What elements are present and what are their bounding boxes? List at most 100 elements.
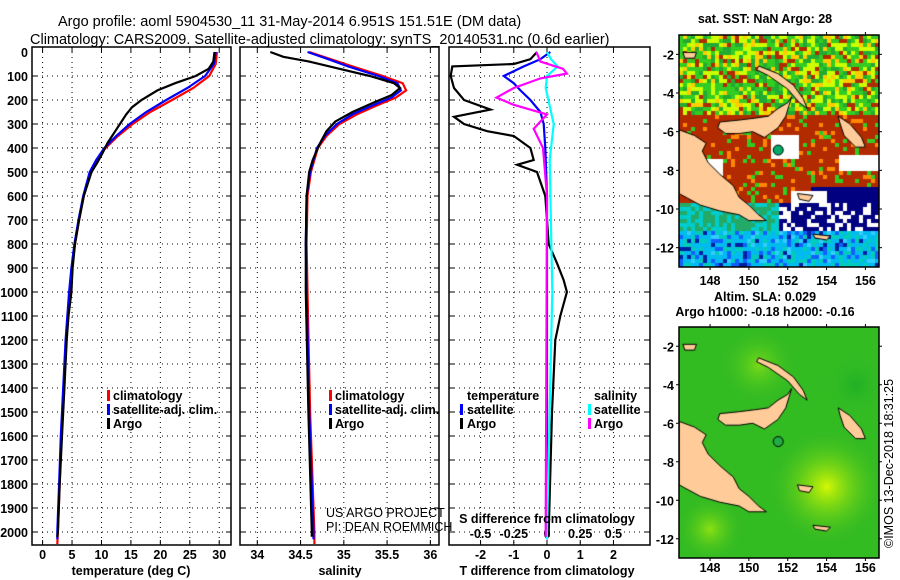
legend-s-argo: Argo [594,417,624,431]
credit-pi: PI: DEAN ROEMMICH [326,520,452,534]
legend-s-satellite: satellite [594,403,641,417]
depth-tick-label: 400 [7,142,28,156]
x-tick-label: -2 [475,548,486,562]
x-tick-label: 34 [250,548,264,562]
plot-frame [239,46,440,546]
depth-tick-label: 0 [21,46,28,60]
legend-swatch-t-satellite [460,404,463,415]
s-tick-label: 0.25 [568,527,592,541]
salinity-panel: 34 34.5 35 35.5 36 [239,46,440,562]
legend-swatch-argo [107,418,110,429]
temperature-legend: climatology satellite-adj. clim. Argo [107,389,217,431]
depth-tick-label: 1200 [0,334,28,348]
series-temperature-argo [449,51,569,537]
series-argo [269,50,402,537]
temperature-panel: 0 5 10 15 20 25 30 [31,46,232,562]
credit-project: US ARGO PROJECT [326,506,445,520]
depth-tick-label: 800 [7,238,28,252]
depth-tick-label: 1400 [0,382,28,396]
legend-t-argo: Argo [467,417,497,431]
x-tick-label: 34.5 [288,548,312,562]
legend-climatology: climatology [113,389,183,403]
legend-satellite-adj: satellite-adj. clim. [113,403,217,417]
depth-tick-label: 300 [7,118,28,132]
depth-axis: 0 100 200 300 400 500 600 700 800 900 1000 1100 1200… [0,46,28,540]
lat-tick-label: -10 [656,203,674,217]
lat-tick-label: -4 [663,87,674,101]
series-salinity-satellite [544,51,560,540]
x-tick-label: 20 [153,548,167,562]
s-difference-xlabel: S difference from climatology [459,512,635,526]
sla-map-subtitle: Argo h1000: -0.18 h2000: -0.16 [675,305,854,319]
difference-legend-salinity: salinity satellite Argo [588,389,641,431]
series-satellite-adj-clim- [304,50,403,540]
depth-tick-label: 1300 [0,358,28,372]
s-tick-label: -0.5 [470,527,492,541]
difference-legend-temperature: temperature satellite Argo [460,389,539,431]
legend-swatch-argo [329,418,332,429]
x-tick-label: 35.5 [375,548,399,562]
lat-tick-label: -6 [663,417,674,431]
x-tick-label: 0 [39,548,46,562]
plot-frame [31,46,232,546]
lon-tick-label: 148 [700,561,721,575]
series-salinity-argo [493,51,569,537]
depth-tick-label: 1600 [0,430,28,444]
x-tick-label: 5 [69,548,76,562]
series-satellite-adj-clim- [56,51,217,540]
x-tick-label: 0 [544,548,551,562]
s-tick-label: -0.25 [500,527,529,541]
difference-panel: -2 -1 0 1 2-0.5 -0.25 0 0.25 0.5 [448,46,651,562]
depth-tick-label: 500 [7,166,28,180]
x-tick-label: 35 [337,548,351,562]
series-climatology [56,51,218,545]
sst-map-title: sat. SST: NaN Argo: 28 [698,12,832,26]
lat-tick-label: -12 [656,533,674,547]
lon-tick-label: 150 [738,274,759,288]
legend-satellite-adj: satellite-adj. clim. [335,403,439,417]
legend-swatch-s-satellite [588,404,591,415]
lat-tick-label: -8 [663,164,674,178]
legend-swatch-satellite [107,404,110,415]
lon-tick-label: 154 [816,561,837,575]
lat-tick-label: -12 [656,242,674,256]
legend-argo: Argo [113,417,143,431]
lon-tick-label: 156 [855,561,876,575]
depth-tick-label: 2000 [0,526,28,540]
sla-map-image [679,327,879,558]
x-tick-label: 15 [124,548,138,562]
lon-tick-label: 152 [777,274,798,288]
depth-tick-label: 1900 [0,502,28,516]
copyright-label: ©IMOS 13-Dec-2018 18:31:25 [882,379,896,548]
legend-heading-salinity: salinity [594,389,637,403]
sla-map-title: Altim. SLA: 0.029 [714,290,816,304]
lat-tick-label: -2 [663,48,674,62]
legend-t-satellite: satellite [467,403,514,417]
lon-tick-label: 148 [700,274,721,288]
depth-tick-label: 1000 [0,286,28,300]
lon-tick-label: 154 [816,274,837,288]
s-tick-label: 0.5 [605,527,622,541]
depth-tick-label: 600 [7,190,28,204]
sla-map-axes: 148 150 152 154 156 -2 -4 -6 -8 -10 -12 [656,324,882,575]
legend-climatology: climatology [335,389,405,403]
legend-swatch-climatology [329,390,332,401]
series-argo [56,51,216,537]
legend-argo: Argo [335,417,365,431]
depth-tick-label: 1100 [1,310,28,324]
depth-tick-label: 1700 [0,454,28,468]
depth-tick-label: 100 [7,70,28,84]
title-line-2: Climatology: CARS2009. Satellite-adjuste… [30,32,610,48]
t-difference-xlabel: T difference from climatology [459,564,634,578]
legend-swatch-satellite [329,404,332,415]
legend-heading-temperature: temperature [467,389,539,403]
lat-tick-label: -10 [656,494,674,508]
map-frame [678,34,880,268]
temperature-xlabel: temperature (deg C) [72,564,191,578]
depth-tick-label: 1800 [0,478,28,492]
x-tick-label: 10 [95,548,109,562]
salinity-legend: climatology satellite-adj. clim. Argo [329,389,439,431]
salinity-xlabel: salinity [318,564,361,578]
lat-tick-label: -6 [663,126,674,140]
